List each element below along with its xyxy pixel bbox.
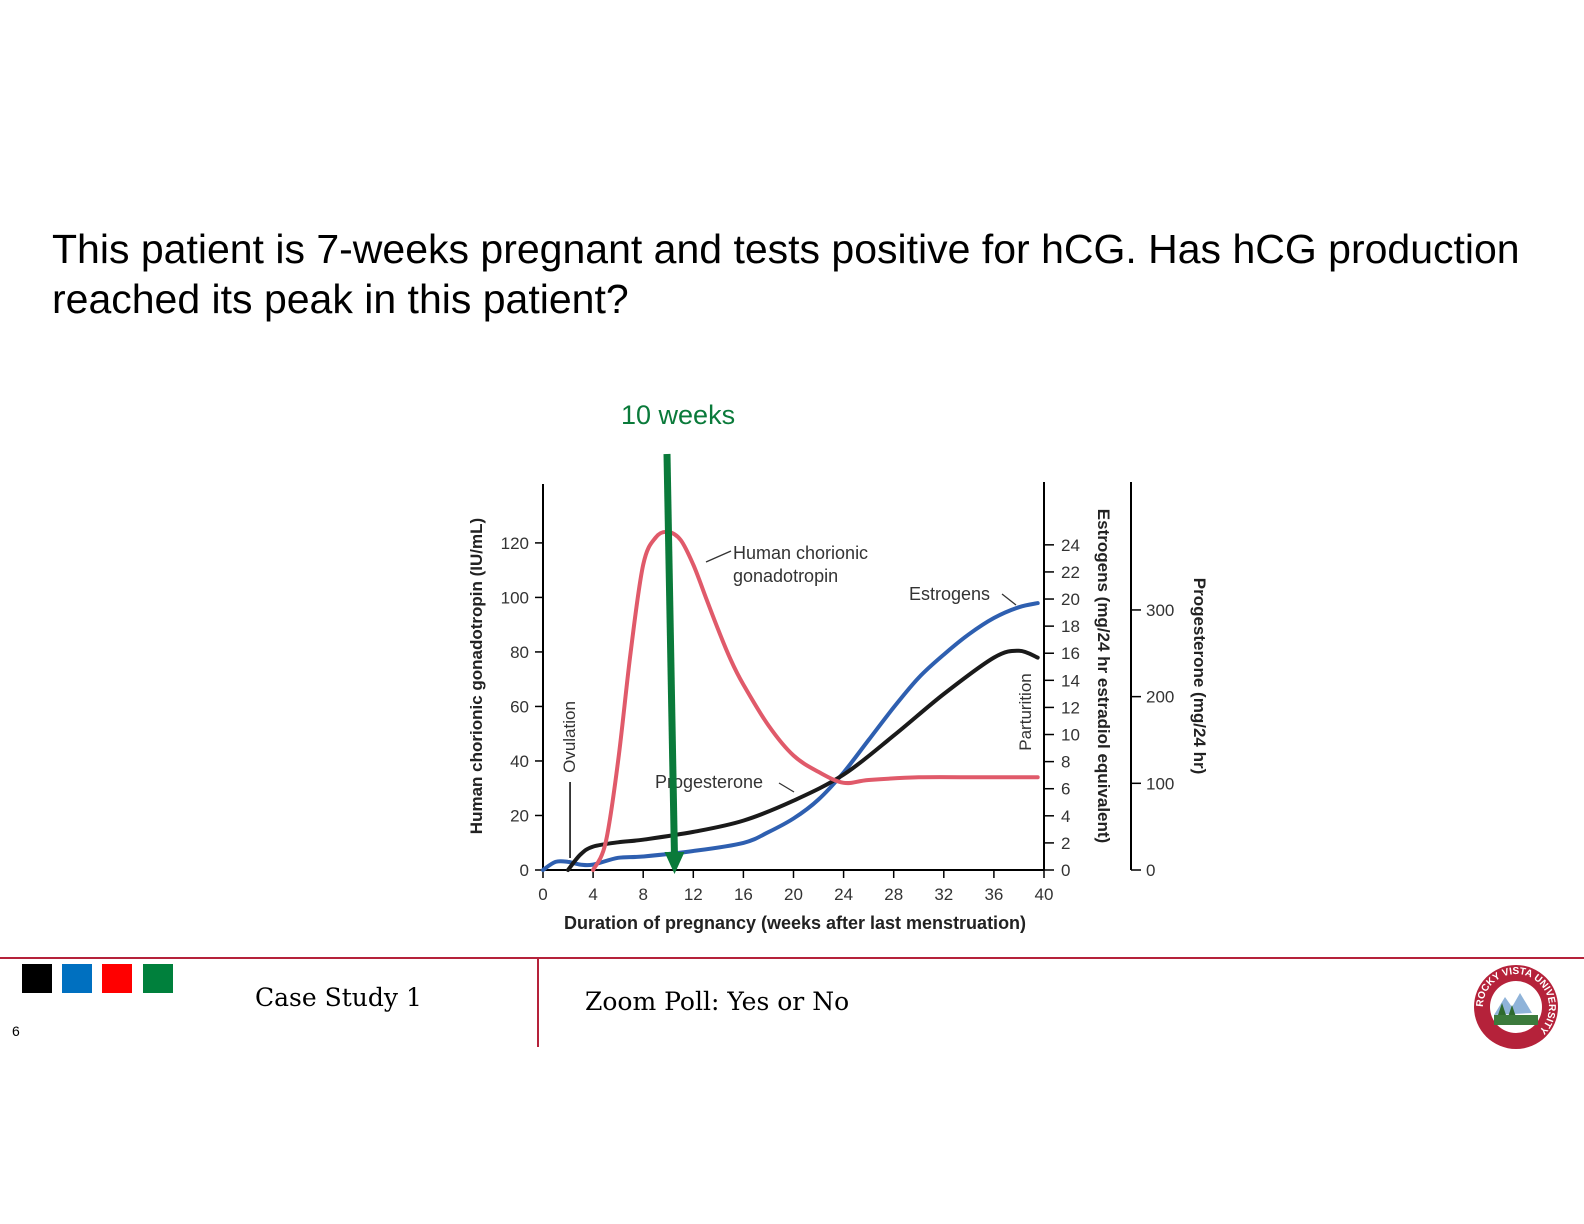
- progesterone-tick-label: 0: [1146, 861, 1155, 880]
- estrogens-tick-label: 14: [1061, 671, 1080, 690]
- estrogens-tick-label: 16: [1061, 644, 1080, 663]
- estrogens-tick-label: 24: [1061, 536, 1080, 555]
- color-square-green: [143, 964, 173, 993]
- x-tick-label: 40: [1035, 885, 1054, 904]
- series-label-hcg-line2: gonadotropin: [733, 566, 838, 586]
- hcg-tick-label: 100: [501, 588, 529, 607]
- series-leader-estrogens: [1001, 593, 1017, 606]
- x-tick-label: 24: [834, 885, 853, 904]
- progesterone-axis-title: Progesterone (mg/24 hr): [1190, 578, 1209, 775]
- estrogens-tick-label: 22: [1061, 563, 1080, 582]
- hcg-tick-label: 20: [510, 806, 529, 825]
- estrogens-tick-label: 18: [1061, 617, 1080, 636]
- section-title: Case Study 1: [255, 983, 422, 1012]
- x-axis-title: Duration of pregnancy (weeks after last …: [564, 913, 1026, 933]
- series-line-estrogens: [541, 601, 1040, 872]
- hcg-axis-title: Human chorionic gonadotropin (IU/mL): [467, 518, 486, 834]
- series-label-estrogens: Estrogens: [909, 584, 990, 604]
- series-line-progesterone: [566, 648, 1040, 872]
- x-tick-label: 36: [984, 885, 1003, 904]
- university-logo: ROCKY VISTA UNIVERSITY: [1474, 965, 1558, 1049]
- estrogens-axis-title: Estrogens (mg/24 hr estradiol equivalent…: [1094, 509, 1113, 843]
- x-tick-label: 28: [884, 885, 903, 904]
- question-text: This patient is 7-weeks pregnant and tes…: [52, 226, 1520, 322]
- x-tick-label: 16: [734, 885, 753, 904]
- hcg-tick-label: 120: [501, 534, 529, 553]
- footer-rule: [0, 957, 1584, 959]
- series-leader-hcg: [705, 550, 732, 563]
- x-tick-label: 32: [934, 885, 953, 904]
- estrogens-tick-label: 8: [1061, 753, 1070, 772]
- series-label-progesterone: Progesterone: [655, 772, 763, 792]
- estrogens-tick-label: 20: [1061, 590, 1080, 609]
- x-tick-label: 0: [538, 885, 547, 904]
- hcg-tick-label: 40: [510, 752, 529, 771]
- color-square-black: [22, 964, 52, 993]
- ovulation-marker-label: Ovulation: [560, 701, 579, 773]
- page-number: 6: [12, 1023, 20, 1039]
- series-line-hcg: [591, 529, 1040, 872]
- estrogens-tick-label: 4: [1061, 807, 1070, 826]
- x-tick-label: 8: [638, 885, 647, 904]
- series-label-hcg-line1: Human chorionic: [733, 543, 868, 563]
- hcg-tick-label: 80: [510, 643, 529, 662]
- x-tick-label: 20: [784, 885, 803, 904]
- color-square-red: [102, 964, 132, 993]
- annotation-arrow-shaft: [663, 453, 679, 859]
- estrogens-tick-label: 0: [1061, 861, 1070, 880]
- x-tick-label: 12: [684, 885, 703, 904]
- x-tick-label: 4: [588, 885, 597, 904]
- progesterone-tick-label: 100: [1146, 774, 1174, 793]
- progesterone-tick-label: 300: [1146, 601, 1174, 620]
- footer-divider: [537, 959, 539, 1047]
- estrogens-tick-label: 6: [1061, 780, 1070, 799]
- estrogens-tick-label: 2: [1061, 834, 1070, 853]
- annotation-arrow-head: [664, 852, 685, 874]
- annotation-label: 10 weeks: [621, 400, 736, 430]
- color-square-blue: [62, 964, 92, 993]
- estrogens-tick-label: 10: [1061, 726, 1080, 745]
- hcg-tick-label: 60: [510, 697, 529, 716]
- poll-prompt: Zoom Poll: Yes or No: [585, 987, 850, 1016]
- hcg-tick-label: 0: [520, 861, 529, 880]
- estrogens-tick-label: 12: [1061, 698, 1080, 717]
- series-leader-progesterone: [778, 782, 795, 793]
- parturition-marker-label: Parturition: [1016, 673, 1035, 750]
- progesterone-tick-label: 200: [1146, 688, 1174, 707]
